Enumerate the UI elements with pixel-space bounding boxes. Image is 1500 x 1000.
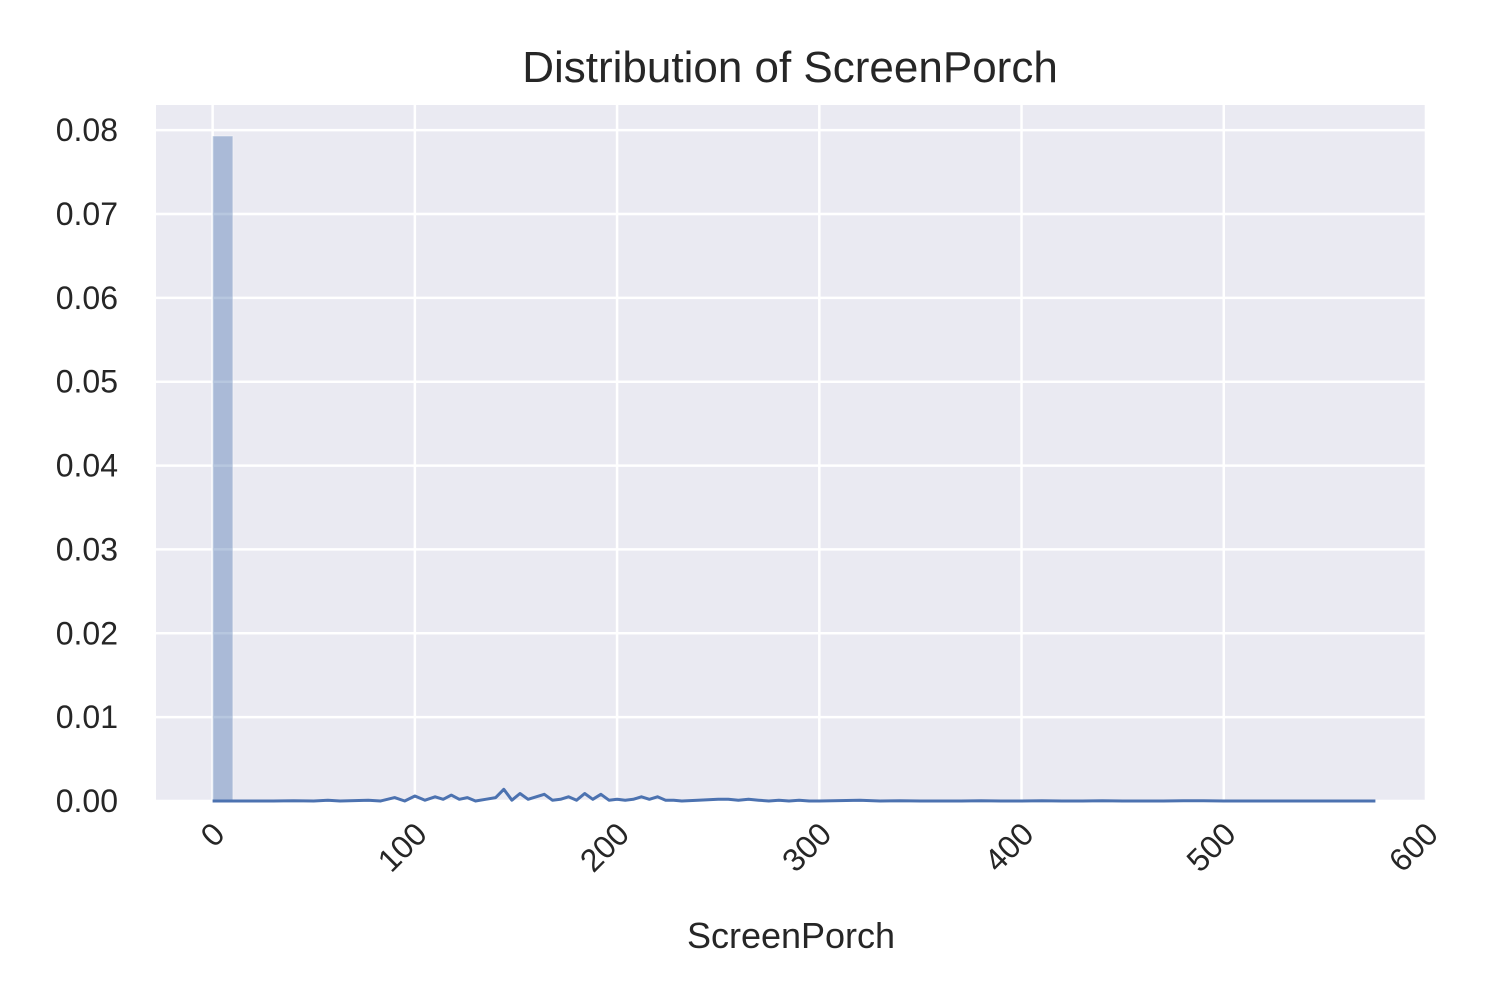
- y-axis-ticks: 0.00 0.01 0.02 0.03 0.04 0.05 0.06 0.07 0.08: [56, 112, 118, 819]
- x-tick-label: 300: [775, 815, 838, 878]
- x-tick-label: 400: [977, 815, 1040, 878]
- x-tick-label: 500: [1180, 815, 1243, 878]
- kde-line: [212, 787, 1376, 803]
- y-tick-label: 0.06: [56, 280, 118, 316]
- kde-curve-group: [212, 787, 1376, 803]
- y-tick-label: 0.07: [56, 196, 118, 232]
- x-tick-label: 200: [573, 815, 636, 878]
- plot-area: [156, 105, 1426, 801]
- y-tick-label: 0.03: [56, 531, 118, 567]
- grid-lines: [156, 105, 1428, 803]
- x-axis-ticks: 0 100 200 300 400 500 600: [194, 815, 1445, 878]
- y-tick-label: 0.05: [56, 364, 118, 400]
- x-tick-label: 600: [1382, 815, 1445, 878]
- x-tick-label: 0: [194, 815, 232, 853]
- y-tick-label: 0.08: [56, 112, 118, 148]
- y-tick-label: 0.00: [56, 783, 118, 819]
- x-axis-label: ScreenPorch: [687, 915, 895, 956]
- chart-title: Distribution of ScreenPorch: [522, 43, 1058, 92]
- y-tick-label: 0.02: [56, 615, 118, 651]
- histogram-bars: [212, 135, 234, 802]
- x-tick-label: 100: [371, 815, 434, 878]
- y-tick-label: 0.04: [56, 448, 118, 484]
- y-tick-label: 0.01: [56, 699, 118, 735]
- histogram-bar: [212, 135, 234, 802]
